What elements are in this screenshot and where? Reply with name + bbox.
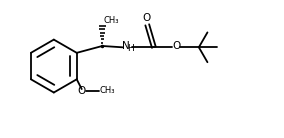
Text: CH₃: CH₃: [100, 86, 115, 95]
Text: O: O: [78, 86, 86, 96]
Text: O: O: [142, 13, 151, 23]
Text: O: O: [172, 41, 180, 51]
Text: H: H: [127, 44, 134, 53]
Text: N: N: [122, 41, 129, 51]
Text: CH₃: CH₃: [103, 16, 119, 25]
